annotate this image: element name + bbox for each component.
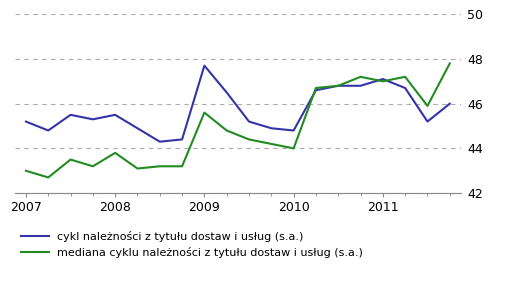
cykl należności z tytułu dostaw i usług (s.a.) [224, 91, 230, 94]
cykl należności z tytułu dostaw i usług (s.a.) [335, 84, 341, 87]
mediana cyklu należności z tytułu dostaw i usług (s.a.) [268, 142, 274, 146]
Line: cykl należności z tytułu dostaw i usług (s.a.): cykl należności z tytułu dostaw i usług … [26, 66, 450, 142]
cykl należności z tytułu dostaw i usług (s.a.) [380, 77, 386, 81]
cykl należności z tytułu dostaw i usług (s.a.) [268, 127, 274, 130]
mediana cyklu należności z tytułu dostaw i usług (s.a.) [112, 151, 118, 154]
mediana cyklu należności z tytułu dostaw i usług (s.a.) [380, 80, 386, 83]
cykl należności z tytułu dostaw i usług (s.a.) [402, 86, 408, 90]
mediana cyklu należności z tytułu dostaw i usług (s.a.) [402, 75, 408, 78]
Line: mediana cyklu należności z tytułu dostaw i usług (s.a.): mediana cyklu należności z tytułu dostaw… [26, 63, 450, 178]
mediana cyklu należności z tytułu dostaw i usług (s.a.) [424, 104, 430, 108]
mediana cyklu należności z tytułu dostaw i usług (s.a.) [357, 75, 364, 78]
mediana cyklu należności z tytułu dostaw i usług (s.a.) [246, 138, 252, 141]
cykl należności z tytułu dostaw i usług (s.a.) [291, 129, 297, 132]
cykl należności z tytułu dostaw i usług (s.a.) [179, 138, 185, 141]
mediana cyklu należności z tytułu dostaw i usług (s.a.) [291, 147, 297, 150]
cykl należności z tytułu dostaw i usług (s.a.) [201, 64, 207, 67]
cykl należności z tytułu dostaw i usług (s.a.) [424, 120, 430, 123]
cykl należności z tytułu dostaw i usług (s.a.) [313, 89, 319, 92]
mediana cyklu należności z tytułu dostaw i usług (s.a.) [67, 158, 74, 161]
cykl należności z tytułu dostaw i usług (s.a.) [134, 127, 140, 130]
cykl należności z tytułu dostaw i usług (s.a.) [67, 113, 74, 116]
mediana cyklu należności z tytułu dostaw i usług (s.a.) [335, 84, 341, 87]
mediana cyklu należności z tytułu dostaw i usług (s.a.) [201, 111, 207, 114]
mediana cyklu należności z tytułu dostaw i usług (s.a.) [224, 129, 230, 132]
cykl należności z tytułu dostaw i usług (s.a.) [157, 140, 163, 143]
mediana cyklu należności z tytułu dostaw i usług (s.a.) [313, 86, 319, 90]
mediana cyklu należności z tytułu dostaw i usług (s.a.) [179, 164, 185, 168]
cykl należności z tytułu dostaw i usług (s.a.) [447, 102, 453, 105]
mediana cyklu należności z tytułu dostaw i usług (s.a.) [23, 169, 29, 172]
cykl należności z tytułu dostaw i usług (s.a.) [23, 120, 29, 123]
mediana cyklu należności z tytułu dostaw i usług (s.a.) [157, 164, 163, 168]
cykl należności z tytułu dostaw i usług (s.a.) [357, 84, 364, 87]
Legend: cykl należności z tytułu dostaw i usług (s.a.), mediana cyklu należności z tytuł: cykl należności z tytułu dostaw i usług … [21, 231, 364, 258]
cykl należności z tytułu dostaw i usług (s.a.) [112, 113, 118, 116]
cykl należności z tytułu dostaw i usług (s.a.) [45, 129, 51, 132]
mediana cyklu należności z tytułu dostaw i usług (s.a.) [447, 62, 453, 65]
cykl należności z tytułu dostaw i usług (s.a.) [90, 118, 96, 121]
cykl należności z tytułu dostaw i usług (s.a.) [246, 120, 252, 123]
mediana cyklu należności z tytułu dostaw i usług (s.a.) [134, 167, 140, 170]
mediana cyklu należności z tytułu dostaw i usług (s.a.) [45, 176, 51, 179]
mediana cyklu należności z tytułu dostaw i usług (s.a.) [90, 164, 96, 168]
